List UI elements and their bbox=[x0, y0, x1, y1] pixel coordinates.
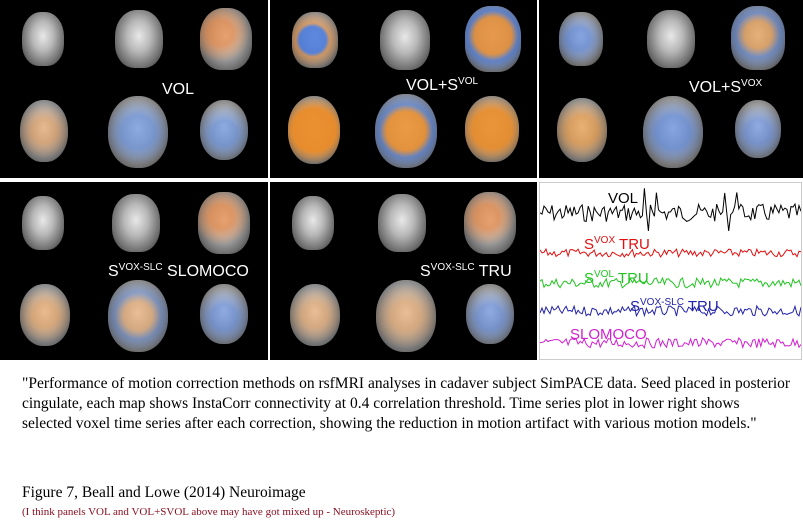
brain-slice bbox=[465, 96, 519, 162]
figure-caption: "Performance of motion correction method… bbox=[22, 375, 791, 432]
brain-slice bbox=[292, 196, 334, 250]
brain-slice bbox=[557, 98, 607, 162]
timeseries-panel: VOL SVOX TRU SVOL TRU SVOX-SLC TRU SLOMO… bbox=[539, 182, 802, 360]
ts-label-svoxslc-tru: SVOX-SLC TRU bbox=[630, 297, 719, 315]
brain-slice bbox=[200, 8, 252, 70]
brain-slice bbox=[112, 194, 160, 252]
brain-slice bbox=[20, 284, 70, 346]
brain-slice bbox=[200, 284, 248, 344]
brain-slice bbox=[375, 94, 437, 168]
brain-slice bbox=[288, 96, 340, 164]
brain-slice bbox=[380, 10, 430, 70]
panel-label: VOL+SVOX bbox=[689, 78, 763, 96]
brain-slice bbox=[376, 280, 436, 352]
ts-label-slomoco: SLOMOCO bbox=[570, 326, 647, 343]
ts-label-svol-tru: SVOL TRU bbox=[584, 269, 649, 287]
panel-label: SVOX-SLC SLOMOCO bbox=[108, 262, 249, 280]
ts-label-vol: VOL bbox=[608, 190, 639, 207]
panel-vol-svox: VOL+SVOX bbox=[539, 0, 803, 178]
brain-slice bbox=[465, 6, 521, 72]
brain-slice bbox=[378, 194, 426, 252]
brain-slice bbox=[200, 100, 248, 160]
brain-slice bbox=[108, 96, 168, 168]
ts-trace-svol-tru bbox=[540, 276, 801, 289]
brain-slice bbox=[22, 12, 64, 66]
brain-slice bbox=[22, 196, 64, 250]
panel-label: SVOX-SLC TRU bbox=[420, 262, 512, 280]
brain-slice bbox=[559, 12, 603, 66]
brain-slice bbox=[735, 100, 781, 158]
brain-slice bbox=[20, 100, 68, 162]
brain-slice bbox=[292, 12, 338, 68]
editor-note: (I think panels VOL and VOL+SVOL above m… bbox=[22, 506, 396, 518]
brain-slice bbox=[647, 10, 695, 68]
brain-slice bbox=[115, 10, 163, 68]
panel-label: VOL bbox=[162, 81, 195, 98]
ts-trace-vol bbox=[540, 188, 801, 232]
brain-slice bbox=[108, 280, 168, 352]
panel-label: VOL+SVOL bbox=[406, 76, 479, 94]
panel-svoxslc-slomoco: SVOX-SLC SLOMOCO bbox=[0, 182, 268, 360]
timeseries-plot bbox=[540, 188, 801, 350]
brain-slice bbox=[731, 6, 785, 70]
brain-slice bbox=[643, 96, 703, 168]
brain-slice bbox=[290, 284, 340, 346]
panel-vol-svol: VOL+SVOL bbox=[270, 0, 537, 178]
brain-slice bbox=[464, 192, 516, 254]
ts-trace-slomoco bbox=[540, 337, 801, 350]
brain-slice bbox=[198, 192, 250, 254]
ts-trace-svox-tru bbox=[540, 247, 801, 259]
figure: VOL VOL+SVOL bbox=[0, 0, 803, 360]
ts-trace-svoxslc-tru bbox=[540, 304, 801, 318]
panel-vol: VOL bbox=[0, 0, 268, 178]
panel-svoxslc-tru: SVOX-SLC TRU bbox=[270, 182, 537, 360]
brain-slice bbox=[466, 284, 514, 344]
ts-label-svox-tru: SVOX TRU bbox=[584, 235, 650, 253]
figure-reference: Figure 7, Beall and Lowe (2014) Neuroima… bbox=[22, 484, 306, 501]
